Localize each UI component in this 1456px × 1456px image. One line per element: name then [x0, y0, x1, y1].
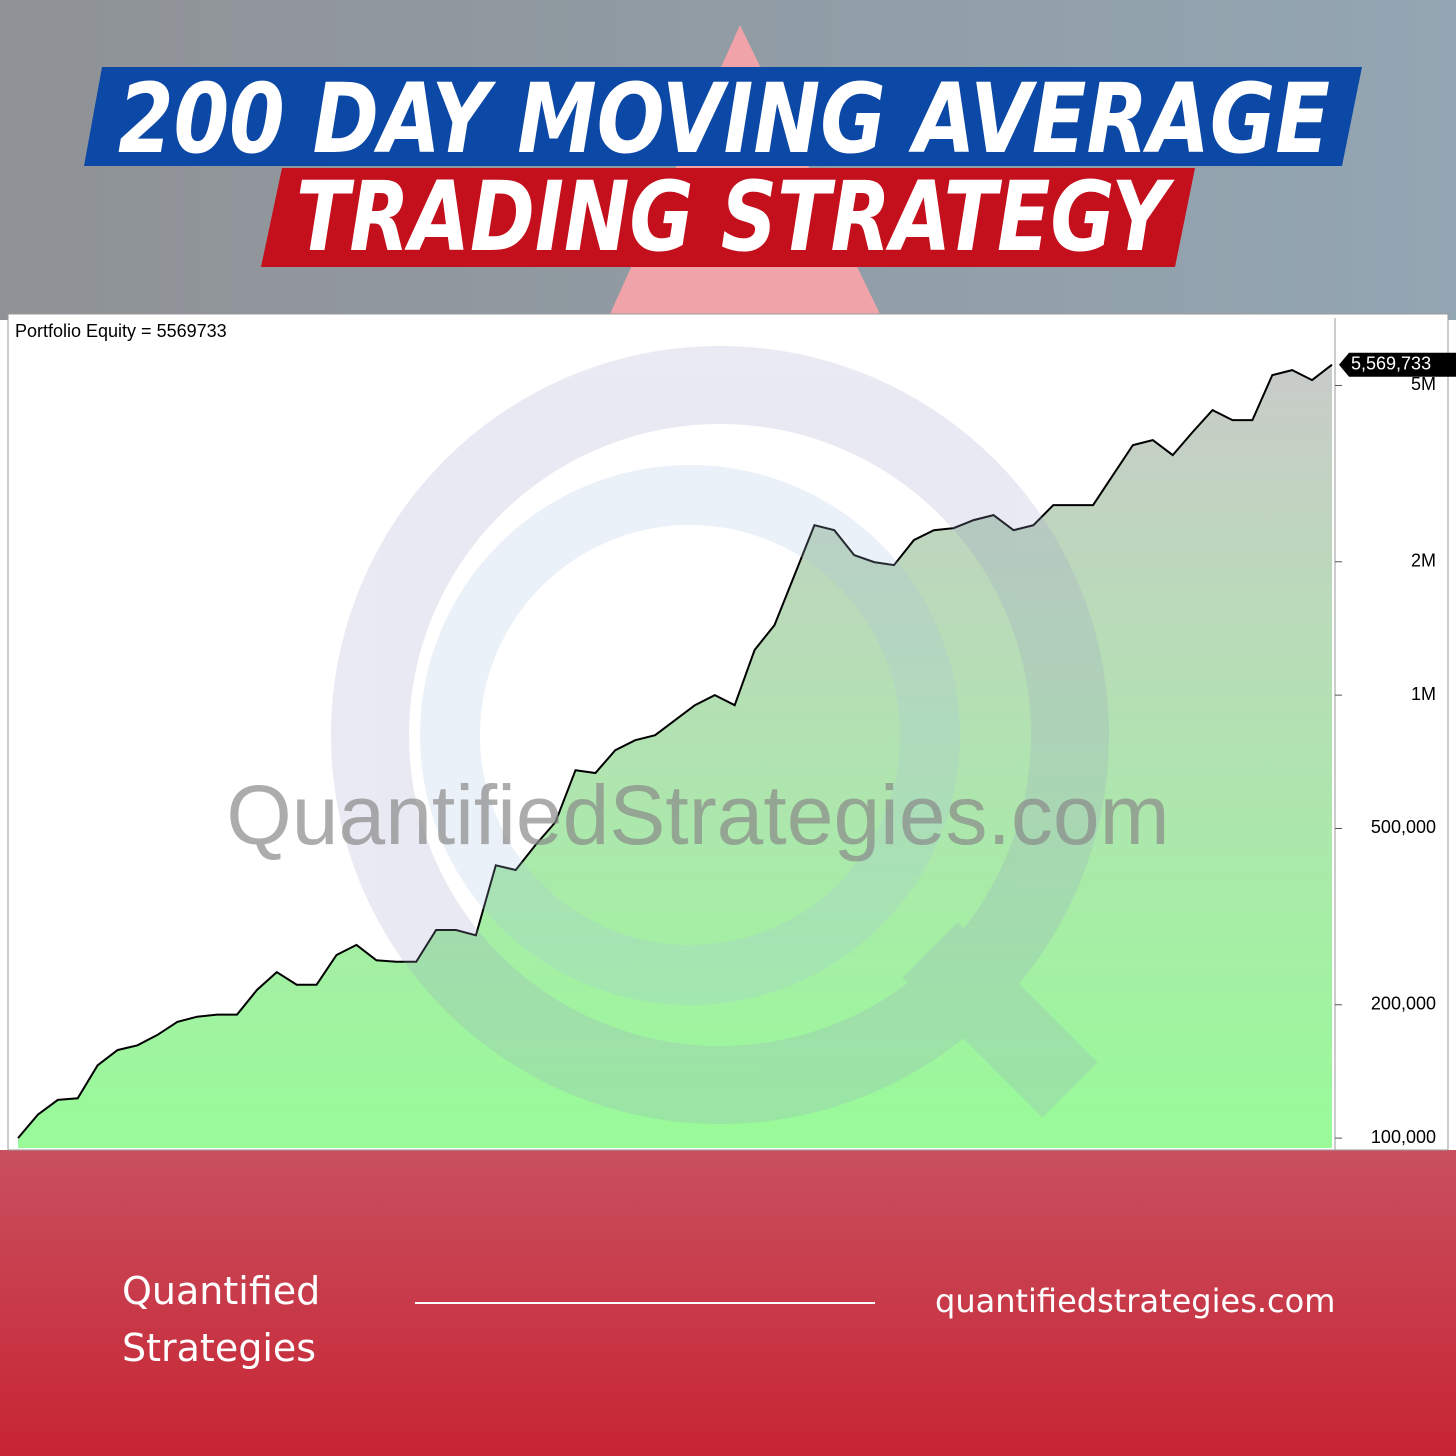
y-tick-label: 500,000: [1371, 817, 1436, 837]
equity-line: [17, 363, 1333, 1139]
title-banner-red: [261, 168, 1195, 267]
footer-url: quantifiedstrategies.com: [935, 1282, 1335, 1320]
watermark-text: QuantifiedStrategies.com: [226, 768, 1169, 862]
title-line-1: 200 DAY MOVING AVERAGE: [118, 63, 1330, 175]
y-tick-label: 200,000: [1371, 994, 1436, 1014]
watermark-logo: [331, 346, 1109, 1124]
value-label-box: [1339, 352, 1456, 377]
title-banner-blue: [84, 67, 1362, 166]
chart-title: Portfolio Equity = 5569733: [15, 321, 227, 341]
y-tick-label: 100,000: [1371, 1127, 1436, 1147]
brand-line-1: Quantified: [122, 1269, 320, 1313]
y-tick-label: 2M: [1411, 551, 1436, 571]
y-tick-label: 5M: [1411, 374, 1436, 394]
plot: 100,000 200,000 500,000 1M 2M 5M5,569,733: [17, 318, 1456, 1150]
brand-line-2: Strategies: [122, 1326, 316, 1370]
y-tick-label: 1M: [1411, 684, 1436, 704]
value-label: 5,569,733: [1351, 353, 1431, 373]
equity-area: [18, 364, 1332, 1148]
title-line-2: TRADING STRATEGY: [296, 161, 1175, 273]
